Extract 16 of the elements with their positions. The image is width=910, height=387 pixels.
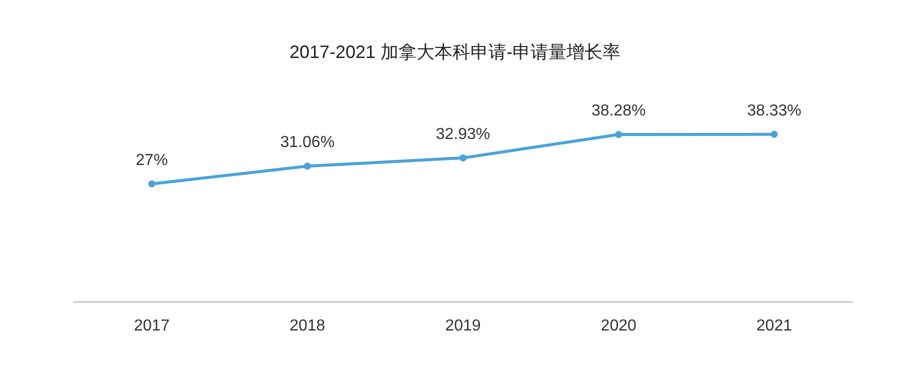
x-tick-label: 2017 <box>134 318 170 334</box>
point <box>148 180 156 188</box>
x-tick-label: 2018 <box>290 318 326 334</box>
x-tick-label: 2019 <box>445 318 481 334</box>
data-label: 32.93% <box>436 126 490 143</box>
chart-title: 2017-2021 加拿大本科申请-申请量增长率 <box>289 42 621 62</box>
data-label: 38.33% <box>747 102 802 120</box>
x-tick-label: 2020 <box>600 318 636 334</box>
point <box>615 131 622 138</box>
data-label: 38.28% <box>591 102 646 120</box>
x-tick-label: 2021 <box>756 318 792 334</box>
point <box>460 154 466 162</box>
data-label: 31.06% <box>280 134 335 152</box>
point <box>770 130 778 138</box>
point <box>304 162 311 170</box>
data-label: 27% <box>136 152 168 169</box>
